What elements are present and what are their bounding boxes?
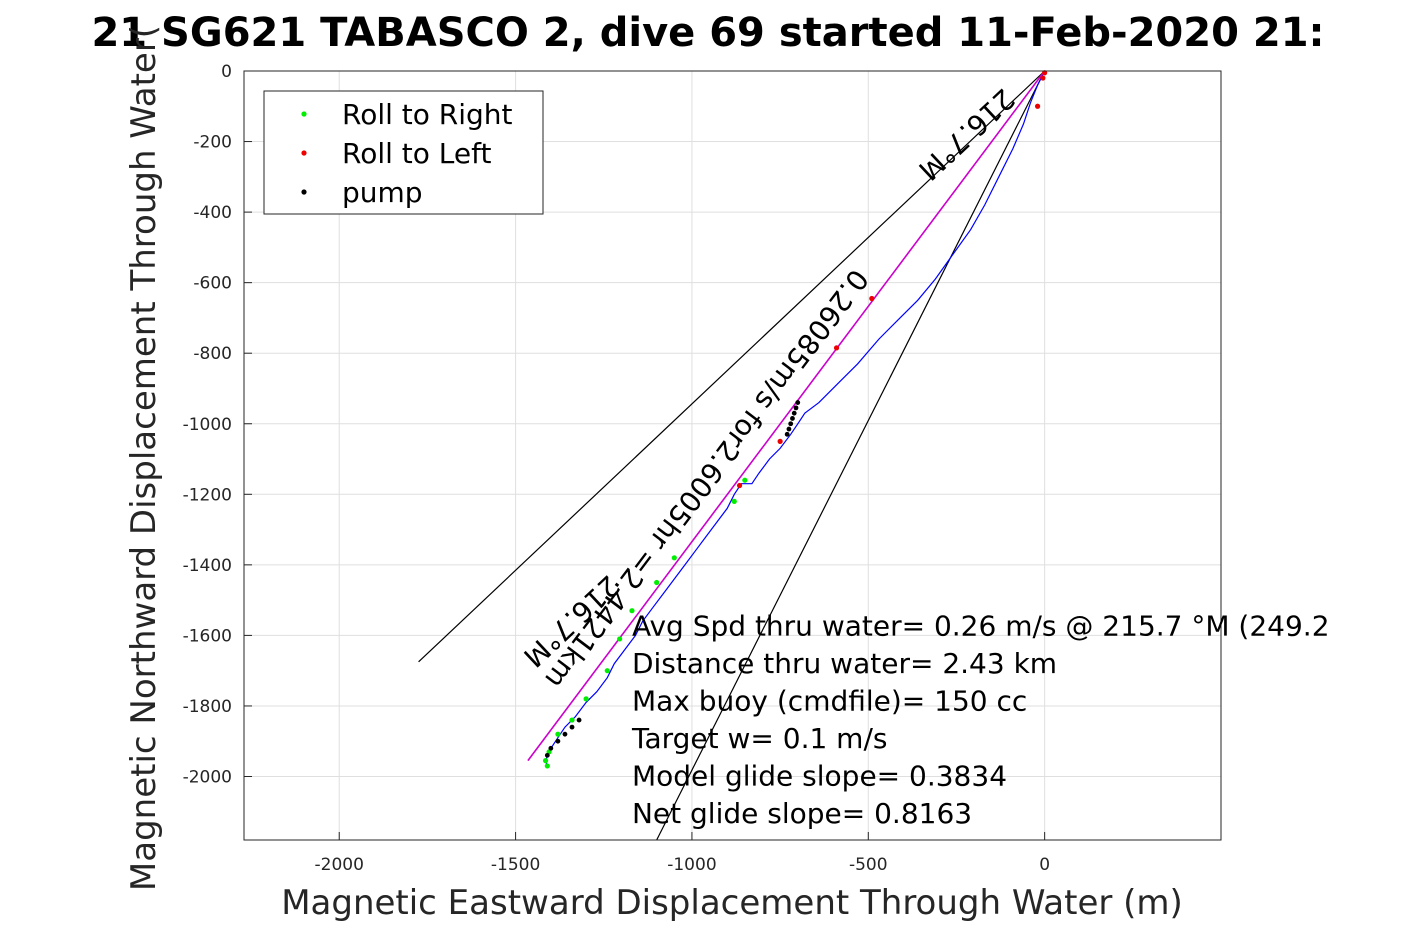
pump-marker [562, 731, 568, 737]
pump-marker [795, 400, 801, 405]
roll-right-marker [542, 758, 549, 764]
stats-line: Net glide slope= 0.8163 [632, 797, 972, 830]
pump-marker [793, 405, 799, 411]
x-tick-label: -500 [849, 855, 888, 875]
y-tick-label: -1800 [183, 697, 232, 717]
y-tick-label: -2000 [183, 768, 232, 788]
x-tick-label: -2000 [315, 855, 364, 875]
pump-marker [576, 717, 582, 723]
x-tick-label: -1500 [491, 855, 540, 875]
pump-marker [548, 745, 554, 751]
y-tick-label: -1400 [183, 556, 232, 576]
pump-marker [790, 416, 795, 421]
pump-marker [544, 752, 550, 758]
roll-right-marker [544, 763, 550, 769]
pump-marker [791, 410, 797, 416]
legend-marker [301, 150, 307, 156]
legend: Roll to Right Roll to Left pump [263, 90, 544, 215]
roll-right-marker [604, 668, 610, 674]
pump-marker [555, 738, 561, 744]
y-tick-label: -1600 [183, 626, 232, 646]
y-axis-label: Magnetic Northward Displacement Through … [124, 25, 164, 891]
roll-right-marker [671, 555, 677, 561]
y-tick-label: -200 [193, 133, 232, 153]
legend-marker [301, 111, 307, 117]
roll-left-marker [833, 345, 840, 351]
heading-cone-line [656, 70, 1046, 841]
roll-left-marker [1040, 75, 1046, 81]
roll-left-marker [777, 438, 783, 444]
cone-lines [418, 70, 1046, 841]
pump-marker [786, 426, 792, 432]
roll-left-marker [869, 295, 875, 302]
roll-right-marker [555, 731, 561, 737]
x-axis-label: Magnetic Eastward Displacement Through W… [281, 883, 1183, 923]
heading-annotation: 216.7°M [912, 82, 1021, 187]
legend-label: Roll to Right [342, 98, 513, 131]
stats-line: Target w= 0.1 m/s [631, 722, 888, 755]
x-tick-label: 0 [1039, 855, 1050, 875]
stats-line: Avg Spd thru water= 0.26 m/s @ 215.7 °M … [632, 609, 1330, 642]
roll-left-marker [1034, 103, 1041, 109]
legend-label: pump [342, 176, 423, 209]
stats-line: Distance thru water= 2.43 km [632, 647, 1057, 680]
roll-left-marker [736, 482, 743, 489]
plot-area [243, 70, 1222, 841]
chart-title: 21 SG621 TABASCO 2, dive 69 started 11-F… [91, 10, 1324, 56]
y-tick-label: 0 [221, 62, 232, 82]
stats-box: Avg Spd thru water= 0.26 m/s @ 215.7 °M … [631, 609, 1330, 830]
legend-label: Roll to Left [342, 137, 491, 170]
legend-box [263, 90, 544, 215]
stats-line: Model glide slope= 0.3834 [632, 759, 1007, 792]
pump-marker [784, 431, 790, 437]
tick-labels: -2000 -1500 -1000 -500 0 0 -200 -400 -600 -800 -10… [183, 62, 1050, 875]
legend-marker [301, 189, 307, 195]
y-tick-label: -400 [193, 203, 232, 223]
roll-right-marker [731, 498, 737, 504]
model-track-line [527, 70, 1046, 762]
roll-right-marker [569, 717, 575, 723]
roll-right-marker [629, 608, 635, 614]
stats-line: Max buoy (cmdfile)= 150 cc [632, 684, 1027, 717]
roll-right-marker [583, 696, 589, 702]
y-tick-label: -800 [193, 344, 232, 364]
x-tick-label: -1000 [667, 855, 716, 875]
roll-right-marker [742, 477, 748, 483]
roll-right-marker [654, 579, 660, 586]
y-tick-label: -600 [193, 274, 232, 294]
heading-cone-line [418, 70, 1046, 663]
roll-right-marker [617, 636, 623, 642]
pump-marker [569, 724, 575, 730]
pump-marker [788, 421, 794, 427]
y-tick-label: -1000 [183, 415, 232, 435]
markers [542, 70, 1048, 769]
y-tick-label: -1200 [183, 485, 232, 505]
